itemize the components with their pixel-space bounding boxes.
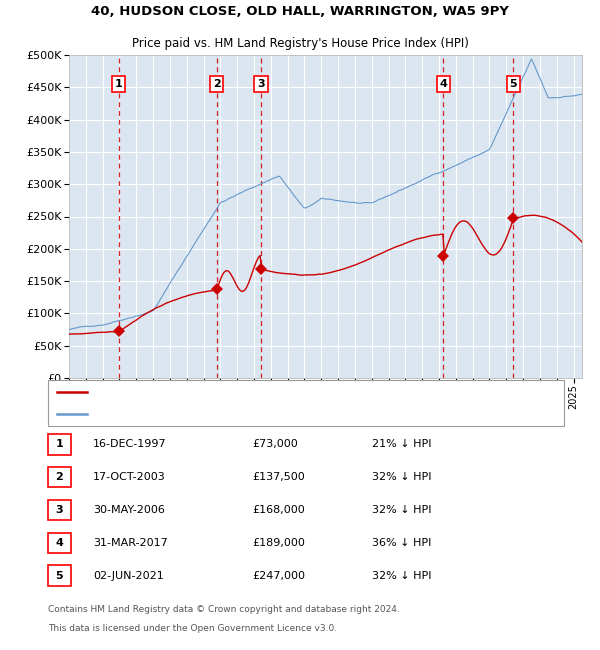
- Text: 2: 2: [56, 472, 63, 482]
- Text: 40, HUDSON CLOSE, OLD HALL, WARRINGTON, WA5 9PY: 40, HUDSON CLOSE, OLD HALL, WARRINGTON, …: [91, 5, 509, 18]
- Text: 4: 4: [439, 79, 447, 89]
- Text: 16-DEC-1997: 16-DEC-1997: [93, 439, 167, 449]
- Text: 02-JUN-2021: 02-JUN-2021: [93, 571, 164, 580]
- Text: Contains HM Land Registry data © Crown copyright and database right 2024.: Contains HM Land Registry data © Crown c…: [48, 604, 400, 614]
- Text: £189,000: £189,000: [252, 538, 305, 548]
- Text: 21% ↓ HPI: 21% ↓ HPI: [372, 439, 431, 449]
- Text: £168,000: £168,000: [252, 505, 305, 515]
- Text: 5: 5: [56, 571, 63, 580]
- Text: 32% ↓ HPI: 32% ↓ HPI: [372, 472, 431, 482]
- Text: HPI: Average price, detached house, Warrington: HPI: Average price, detached house, Warr…: [93, 409, 328, 419]
- Text: £73,000: £73,000: [252, 439, 298, 449]
- Text: 36% ↓ HPI: 36% ↓ HPI: [372, 538, 431, 548]
- Text: 2: 2: [213, 79, 221, 89]
- Text: £137,500: £137,500: [252, 472, 305, 482]
- Text: 1: 1: [115, 79, 122, 89]
- Text: £247,000: £247,000: [252, 571, 305, 580]
- Text: 3: 3: [56, 505, 63, 515]
- Text: 32% ↓ HPI: 32% ↓ HPI: [372, 505, 431, 515]
- Text: 5: 5: [509, 79, 517, 89]
- Text: Price paid vs. HM Land Registry's House Price Index (HPI): Price paid vs. HM Land Registry's House …: [131, 37, 469, 50]
- Text: 17-OCT-2003: 17-OCT-2003: [93, 472, 166, 482]
- Text: This data is licensed under the Open Government Licence v3.0.: This data is licensed under the Open Gov…: [48, 624, 337, 633]
- Text: 1: 1: [56, 439, 63, 449]
- Text: 30-MAY-2006: 30-MAY-2006: [93, 505, 165, 515]
- Text: 32% ↓ HPI: 32% ↓ HPI: [372, 571, 431, 580]
- Text: 4: 4: [55, 538, 64, 548]
- Text: 31-MAR-2017: 31-MAR-2017: [93, 538, 168, 548]
- Text: 3: 3: [257, 79, 265, 89]
- Text: 40, HUDSON CLOSE, OLD HALL, WARRINGTON, WA5 9PY (detached house): 40, HUDSON CLOSE, OLD HALL, WARRINGTON, …: [93, 387, 457, 397]
